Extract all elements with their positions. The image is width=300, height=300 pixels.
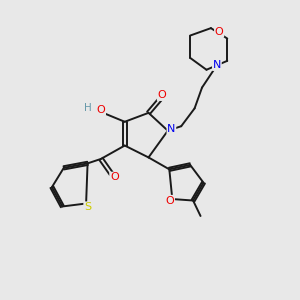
Text: N: N [213, 60, 221, 70]
Text: N: N [167, 124, 176, 134]
Text: O: O [215, 27, 224, 37]
Text: O: O [166, 196, 174, 206]
Text: O: O [97, 105, 105, 115]
Text: O: O [110, 172, 119, 182]
Text: S: S [84, 202, 91, 212]
Text: H: H [84, 103, 92, 113]
Text: O: O [158, 90, 166, 100]
